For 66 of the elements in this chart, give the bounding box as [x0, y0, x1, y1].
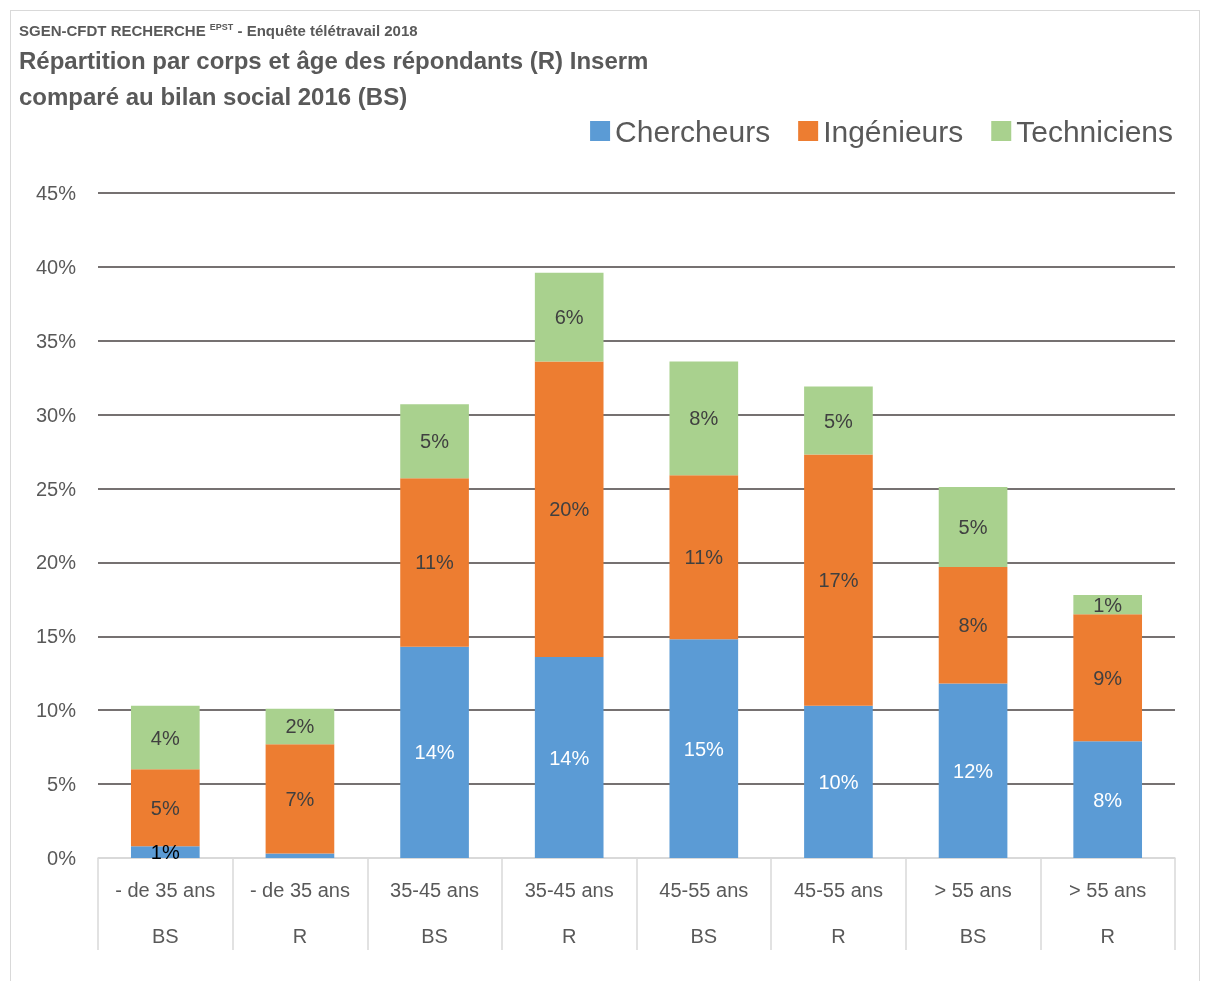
- bar: [938, 683, 1008, 858]
- bar: [400, 478, 469, 647]
- bar: [804, 454, 873, 706]
- data-label: 14%: [549, 746, 590, 769]
- bar: [938, 566, 1008, 684]
- legend-label: Ingénieurs: [823, 114, 964, 148]
- bar: [804, 386, 873, 455]
- data-label: 14%: [414, 741, 455, 764]
- bar: [804, 705, 873, 858]
- y-tick-label: 30%: [35, 403, 77, 426]
- y-tick-label: 40%: [35, 255, 77, 278]
- y-tick-label: 20%: [35, 551, 77, 574]
- data-label: 5%: [420, 430, 450, 453]
- data-label: 6%: [554, 306, 584, 329]
- bar: [938, 487, 1008, 567]
- y-tick-label: 45%: [35, 182, 77, 204]
- category-label: 45-55 ans BS: [659, 879, 749, 947]
- chart-title: Répartition par corps et âge des répondants (R) Inserm comparé au bilan social 2016 (BS): [19, 46, 650, 112]
- bar: [669, 639, 739, 858]
- data-label: 2%: [285, 715, 315, 738]
- category-label: - de 35 ans R: [249, 879, 350, 947]
- data-label: 10%: [818, 770, 859, 793]
- y-tick-label: 15%: [35, 625, 77, 648]
- data-label: 11%: [684, 546, 724, 569]
- data-label: 5%: [150, 796, 180, 819]
- bar: [534, 272, 604, 362]
- category-label: 45-55 ans R: [793, 879, 883, 947]
- bar: [130, 705, 200, 770]
- y-tick-label: 10%: [35, 699, 77, 722]
- bar: [1073, 741, 1143, 858]
- data-label: 15%: [683, 737, 725, 760]
- data-label: 8%: [1093, 788, 1123, 811]
- legend-label: Chercheurs: [615, 114, 771, 148]
- data-label: 5%: [823, 409, 854, 432]
- y-tick-label: 5%: [47, 773, 77, 796]
- bar: [265, 744, 335, 854]
- chart-subtitle: SGEN-CFDT RECHERCHE $^{EPST}$ - Enquête télétravail 2018: [19, 21, 418, 41]
- bar: [130, 769, 200, 847]
- data-label: 20%: [549, 498, 590, 521]
- bar: [400, 404, 469, 479]
- category-label: 35-45 ans BS: [390, 879, 480, 947]
- data-label: 17%: [818, 569, 859, 592]
- bar: [534, 361, 604, 658]
- data-label: 8%: [689, 407, 719, 430]
- data-label: 4%: [150, 726, 180, 749]
- category-label: > 55 ans BS: [934, 879, 1012, 947]
- data-label: 11%: [415, 551, 455, 574]
- y-tick-label: 35%: [35, 329, 77, 352]
- category-label: > 55 ans R: [1069, 879, 1147, 947]
- data-label: 9%: [1093, 666, 1123, 689]
- legend-label: Techniciens: [1016, 114, 1174, 148]
- data-label: 7%: [285, 787, 315, 810]
- y-tick-label: 0%: [47, 847, 77, 869]
- bar: [1073, 614, 1143, 742]
- bar: [400, 646, 469, 858]
- data-label: 8%: [958, 614, 988, 637]
- data-label: 1%: [1093, 593, 1123, 616]
- data-label: 12%: [953, 759, 994, 782]
- category-label: 35-45 ans R: [524, 879, 614, 947]
- category-label: - de 35 ans BS: [115, 879, 216, 947]
- bar: [669, 361, 739, 476]
- bar: [534, 657, 604, 858]
- y-tick-label: 25%: [35, 477, 77, 500]
- data-label: 5%: [958, 515, 988, 538]
- data-label: 1%: [150, 841, 180, 864]
- bar: [669, 475, 739, 640]
